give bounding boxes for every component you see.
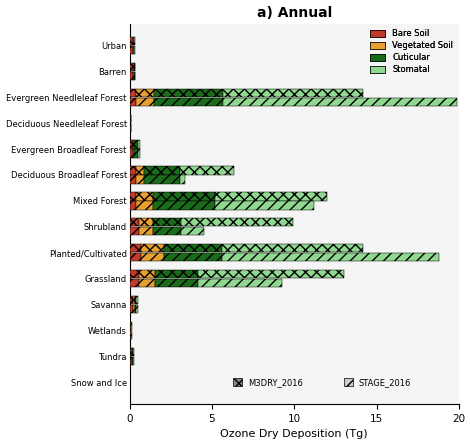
Bar [139,270,155,278]
Bar [180,175,185,184]
Bar [130,89,136,97]
Bar [136,89,154,97]
Bar [136,97,154,106]
Legend: Bare Soil, Vegetated Soil, Cuticular, Stomatal: Bare Soil, Vegetated Soil, Cuticular, St… [369,28,455,76]
Bar [132,150,134,158]
Bar [130,253,141,261]
Text: STAGE_2016: STAGE_2016 [358,378,411,387]
Bar [130,150,132,158]
Bar [131,356,132,365]
Bar [130,218,139,227]
Bar [136,175,144,184]
Bar [130,141,132,149]
Bar [134,63,135,71]
Bar [130,166,136,174]
Bar [164,253,222,261]
FancyBboxPatch shape [233,378,243,386]
Bar [130,279,139,287]
Bar [215,192,327,201]
Bar [153,201,215,210]
Bar [153,192,215,201]
Bar [223,89,363,97]
Bar [137,296,138,304]
Bar [133,46,134,54]
Bar [134,141,138,149]
Bar [144,175,180,184]
Bar [154,97,223,106]
Bar [136,192,153,201]
Bar [130,175,136,184]
Bar [130,192,136,201]
Bar [222,253,439,261]
Bar [154,89,223,97]
Bar [130,97,136,106]
Bar [130,270,139,278]
Bar [139,227,153,235]
Bar [130,296,133,304]
Bar [222,244,364,252]
Bar [136,201,153,210]
Bar [130,348,131,356]
Bar [180,166,234,174]
Bar [130,63,133,71]
Bar [153,227,180,235]
Bar [135,305,137,313]
Bar [138,150,140,158]
Bar [133,37,134,45]
FancyBboxPatch shape [344,378,353,386]
Bar [134,72,135,80]
Bar [133,305,135,313]
Bar [223,97,457,106]
Bar [133,296,135,304]
Bar [132,356,133,365]
Bar [130,72,133,80]
Bar [144,166,180,174]
Bar [130,37,133,45]
Bar [133,72,134,80]
Bar [135,296,137,304]
Bar [137,305,138,313]
Bar [198,279,282,287]
Bar [132,348,133,356]
Bar [130,46,133,54]
Bar [155,270,198,278]
Bar [130,201,136,210]
Bar [130,305,133,313]
Bar [164,244,222,252]
Bar [215,201,314,210]
Bar [180,227,203,235]
Bar [139,218,153,227]
Bar [138,141,140,149]
Bar [155,279,198,287]
Bar [141,253,164,261]
Bar [130,244,141,252]
Bar [131,331,132,339]
Bar [130,356,131,365]
Bar [130,227,139,235]
Bar [131,348,132,356]
Bar [139,279,155,287]
Bar [153,218,180,227]
Bar [180,218,292,227]
Bar [136,166,144,174]
Bar [131,322,132,330]
Bar [141,244,164,252]
Bar [134,150,138,158]
Bar [198,270,344,278]
Bar [133,348,134,356]
Bar [133,63,134,71]
Title: a) Annual: a) Annual [257,5,332,20]
Bar [132,141,134,149]
Bar [133,356,134,365]
X-axis label: Ozone Dry Deposition (Tg): Ozone Dry Deposition (Tg) [220,429,368,440]
Text: M3DRY_2016: M3DRY_2016 [248,378,303,387]
